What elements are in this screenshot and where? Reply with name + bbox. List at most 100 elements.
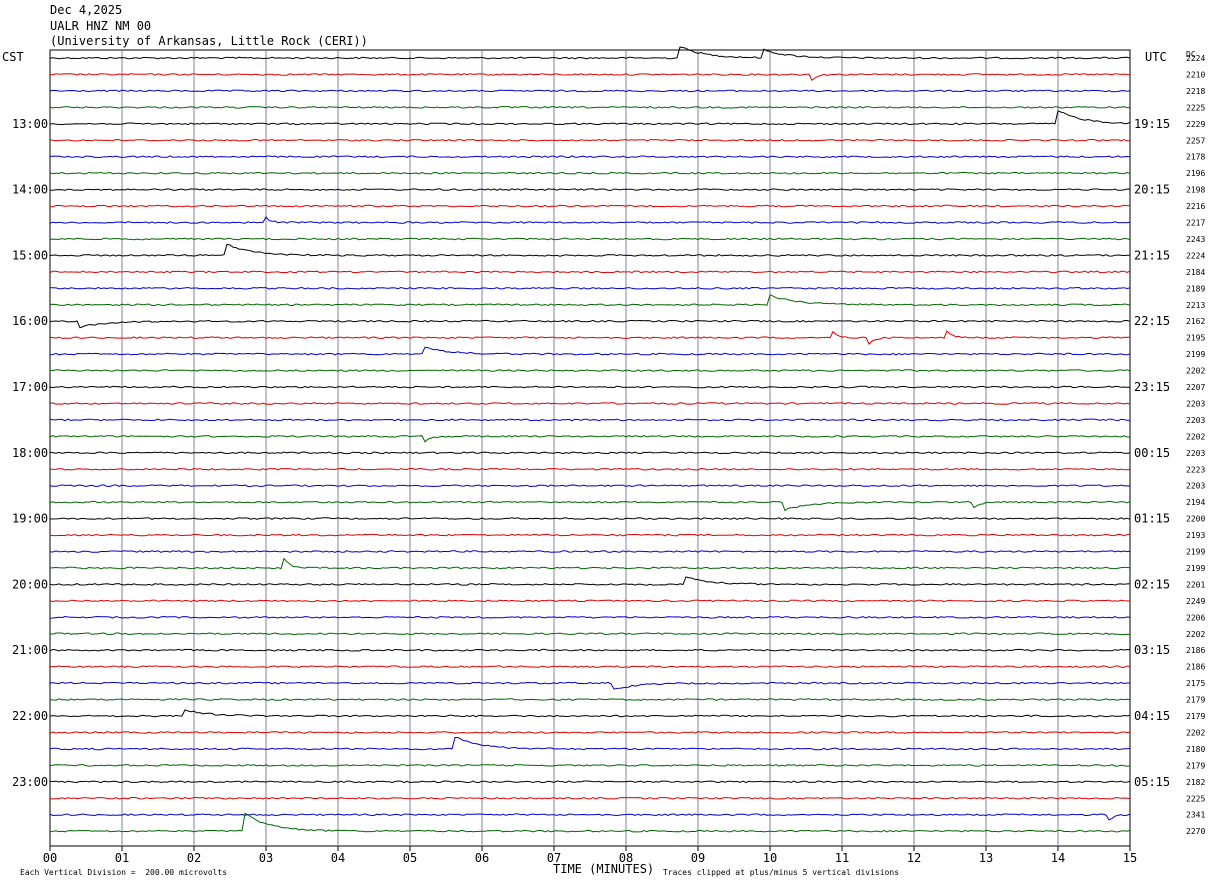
cst-hour-label: 13:00 (12, 117, 48, 131)
utc-hour-label: 21:15 (1134, 248, 1170, 262)
dc-value-label: 2179 (1186, 761, 1205, 770)
utc-hour-label: 02:15 (1134, 577, 1170, 591)
dc-value-label: 2203 (1186, 449, 1205, 458)
cst-hour-label: 16:00 (12, 314, 48, 328)
utc-hour-label: 19:15 (1134, 117, 1170, 131)
scale-note: Each Vertical Division = 200.00 microvol… (20, 868, 228, 877)
trace-black (49, 517, 1131, 520)
trace-blue (49, 89, 1131, 93)
dc-value-label: 2199 (1186, 350, 1205, 359)
x-tick-label: 00 (43, 851, 57, 865)
trace-black (49, 385, 1131, 389)
trace-red (49, 402, 1131, 405)
dc-value-label: 2180 (1186, 745, 1205, 754)
utc-hour-label: 20:15 (1134, 183, 1170, 197)
x-tick-label: 10 (763, 851, 777, 865)
utc-hour-label: 01:15 (1134, 512, 1170, 526)
trace-black (49, 576, 1131, 586)
dc-value-label: 2257 (1186, 136, 1205, 145)
dc-value-label: 2194 (1186, 498, 1205, 507)
dc-value-label: 2224 (1186, 251, 1205, 260)
dc-value-label: 2179 (1186, 712, 1205, 721)
cst-hour-label: 21:00 (12, 643, 48, 657)
x-tick-label: 14 (1051, 851, 1065, 865)
x-tick-label: 07 (547, 851, 561, 865)
x-tick-label: 12 (907, 851, 921, 865)
dc-value-label: 2199 (1186, 564, 1205, 573)
dc-value-label: 2202 (1186, 728, 1205, 737)
dc-value-label: 2216 (1186, 202, 1205, 211)
trace-green (49, 106, 1130, 109)
trace-blue (49, 550, 1131, 553)
x-tick-label: 13 (979, 851, 993, 865)
dc-value-label: 2186 (1186, 646, 1205, 655)
dc-value-label: 2203 (1186, 416, 1205, 425)
dc-column-label: DC (1186, 50, 1196, 59)
trace-blue (49, 615, 1131, 619)
trace-black (49, 451, 1131, 455)
cst-hour-label: 14:00 (12, 183, 48, 197)
dc-value-label: 2210 (1186, 70, 1205, 79)
trace-green (49, 500, 1131, 512)
trace-blue (49, 155, 1131, 159)
utc-hour-label: 00:15 (1134, 446, 1170, 460)
trace-red (49, 204, 1130, 208)
dc-value-label: 2179 (1186, 696, 1205, 705)
x-tick-label: 15 (1123, 851, 1137, 865)
trace-black (49, 319, 1131, 329)
trace-black (49, 648, 1131, 652)
dc-value-label: 2249 (1186, 597, 1205, 606)
dc-value-label: 2341 (1186, 811, 1205, 820)
utc-axis-label: UTC (1145, 50, 1167, 64)
trace-green (49, 171, 1131, 175)
x-tick-label: 02 (187, 851, 201, 865)
trace-red (49, 599, 1131, 603)
dc-value-label: 2206 (1186, 613, 1205, 622)
trace-blue (49, 737, 1131, 751)
trace-red (49, 533, 1131, 537)
x-tick-label: 01 (115, 851, 129, 865)
trace-blue (49, 418, 1131, 422)
dc-value-label: 2223 (1186, 465, 1205, 474)
trace-blue (49, 484, 1131, 488)
dc-value-label: 2202 (1186, 432, 1205, 441)
x-tick-label: 03 (259, 851, 273, 865)
dc-value-label: 2200 (1186, 515, 1205, 524)
trace-black (49, 780, 1131, 784)
chart-institution: (University of Arkansas, Little Rock (CE… (50, 34, 368, 48)
trace-black (49, 188, 1131, 191)
dc-value-label: 2202 (1186, 630, 1205, 639)
trace-green (49, 369, 1131, 372)
cst-hour-label: 18:00 (12, 446, 48, 460)
trace-blue (49, 216, 1131, 224)
dc-value-label: 2162 (1186, 317, 1205, 326)
dc-value-label: 2186 (1186, 663, 1205, 672)
trace-blue (49, 681, 1130, 690)
trace-red (49, 665, 1131, 668)
dc-value-label: 2218 (1186, 87, 1205, 96)
x-tick-label: 08 (619, 851, 633, 865)
chart-date: Dec 4,2025 (50, 3, 123, 17)
trace-red (49, 796, 1131, 800)
dc-value-label: 2189 (1186, 284, 1205, 293)
trace-green (49, 237, 1131, 241)
dc-value-label: 2229 (1186, 120, 1205, 129)
dc-value-label: 2182 (1186, 778, 1205, 787)
dc-value-label: 2243 (1186, 235, 1205, 244)
trace-green (49, 698, 1131, 701)
trace-red (49, 73, 1131, 81)
trace-green (49, 557, 1131, 570)
trace-red (49, 467, 1131, 471)
x-axis-title: TIME (MINUTES) (553, 862, 655, 876)
dc-value-label: 2270 (1186, 827, 1205, 836)
dc-value-label: 2203 (1186, 399, 1205, 408)
dc-value-label: 2195 (1186, 334, 1205, 343)
cst-hour-label: 23:00 (12, 775, 48, 789)
dc-value-label: 2224 (1186, 54, 1205, 63)
utc-hour-label: 22:15 (1134, 314, 1170, 328)
x-tick-label: 09 (691, 851, 705, 865)
dc-value-label: 2175 (1186, 679, 1205, 688)
dc-value-label: 2207 (1186, 383, 1205, 392)
plot-frame (49, 49, 1131, 847)
dc-value-label: 2225 (1186, 103, 1205, 112)
